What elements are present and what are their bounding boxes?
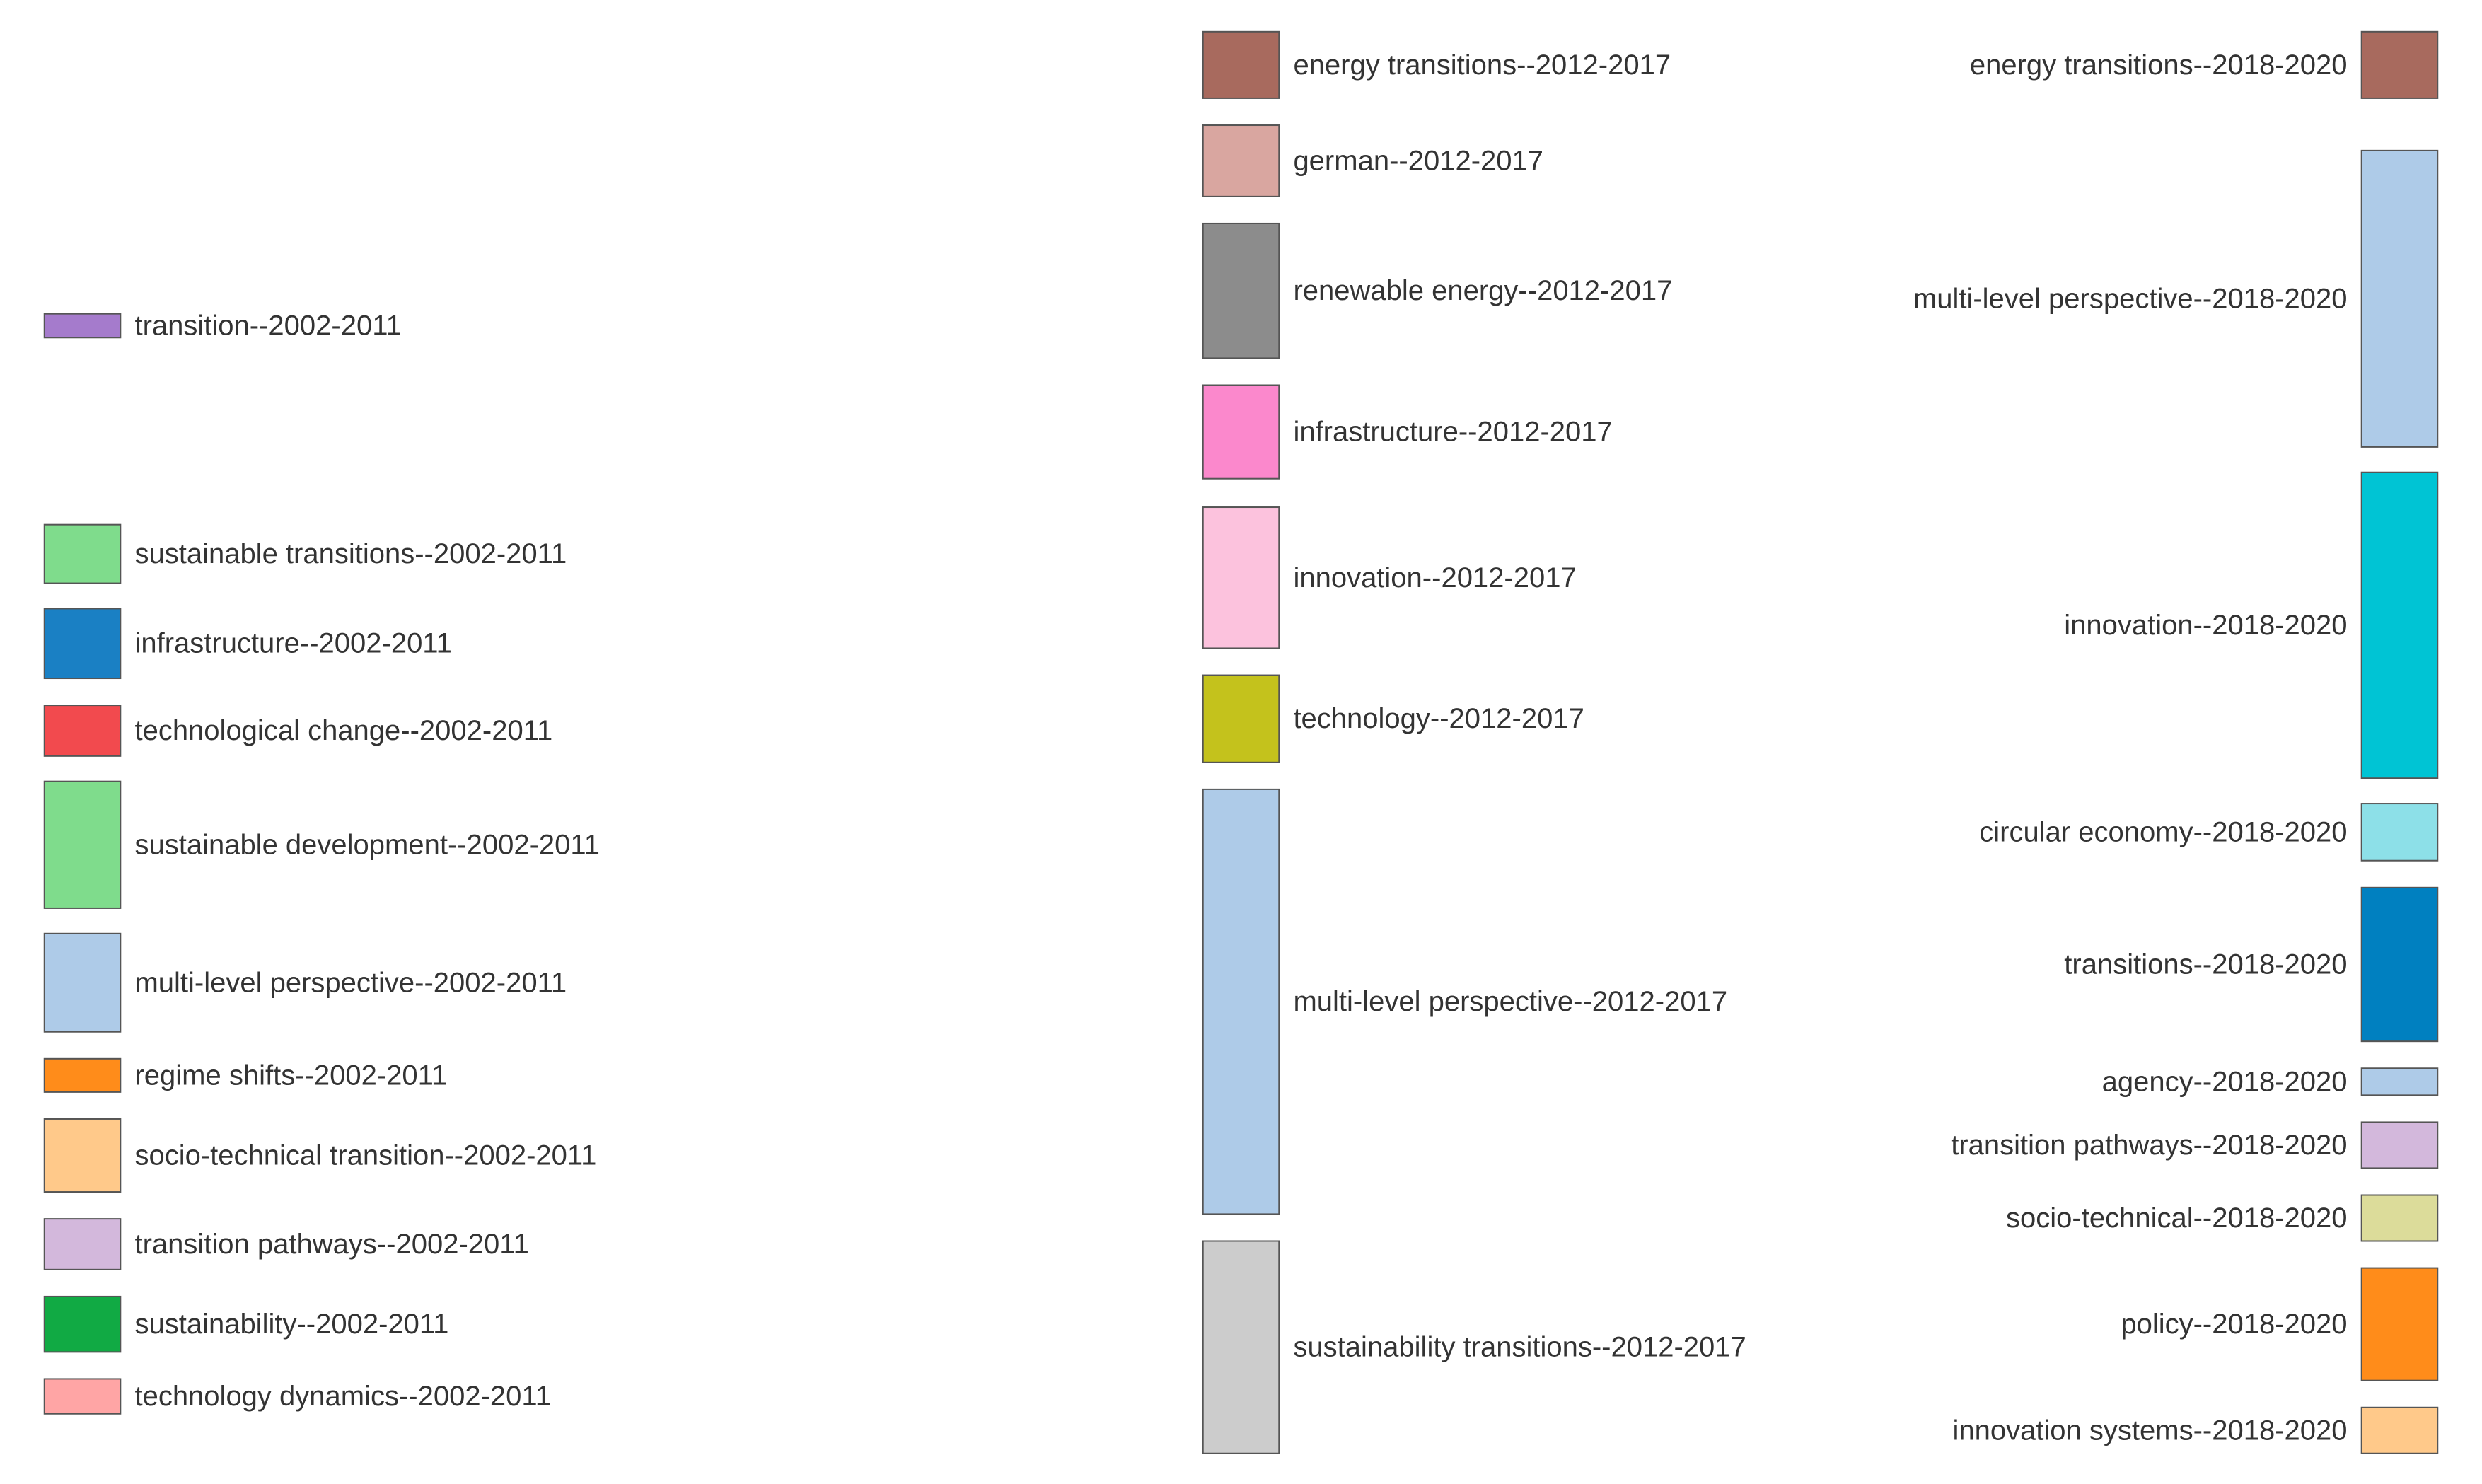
node-transition-2002 bbox=[43, 313, 122, 339]
node-sustainable-transitions-2002 bbox=[43, 523, 122, 584]
label-energy-transitions-2012: energy transitions--2012-2017 bbox=[1293, 50, 1671, 81]
link-sustainable-transitions-2002-to-renewable-energy-2012 bbox=[120, 249, 1202, 552]
node-innovation-systems-2018 bbox=[2360, 1406, 2439, 1454]
node-regime-shifts-2002 bbox=[43, 1057, 122, 1093]
label-regime-shifts-2002: regime shifts--2002-2011 bbox=[134, 1060, 447, 1091]
node-policy-2018 bbox=[2360, 1267, 2439, 1381]
link-innovation-2012-to-mlp-2018 bbox=[1279, 301, 2361, 528]
label-socio-technical-transition-2002: socio-technical transition--2002-2011 bbox=[134, 1140, 596, 1171]
label-energy-transitions-2018: energy transitions--2018-2020 bbox=[1970, 50, 2348, 81]
label-mlp-2002: multi-level perspective--2002-2011 bbox=[134, 967, 567, 998]
label-agency-2018: agency--2018-2020 bbox=[2102, 1066, 2348, 1097]
label-sustainability-2002: sustainability--2002-2011 bbox=[134, 1309, 448, 1340]
node-infrastructure-2002 bbox=[43, 608, 122, 680]
link-mlp-2002-to-mlp-2012 bbox=[120, 900, 1202, 1032]
node-mlp-2012 bbox=[1202, 788, 1280, 1215]
label-transition-pathways-2018: transition pathways--2018-2020 bbox=[1951, 1130, 2347, 1161]
node-transition-pathways-2002 bbox=[43, 1218, 122, 1270]
node-renewable-energy-2012 bbox=[1202, 222, 1280, 359]
node-mlp-2018 bbox=[2360, 149, 2439, 448]
node-sustainability-2002 bbox=[43, 1295, 122, 1353]
labels-layer: transition--2002-2011 sustainable transit… bbox=[134, 50, 2347, 1446]
node-mlp-2002 bbox=[43, 932, 122, 1033]
node-technology-dynamics-2002 bbox=[43, 1378, 122, 1415]
node-technology-2012 bbox=[1202, 674, 1280, 763]
label-mlp-2018: multi-level perspective--2018-2020 bbox=[1913, 283, 2348, 314]
link-mlp-2012-to-innovation-2018 bbox=[1279, 721, 2361, 885]
link-sustainable-transitions-2002-to-mlp-2012 bbox=[120, 552, 1202, 815]
nodes-layer bbox=[43, 30, 2439, 1454]
label-mlp-2012: multi-level perspective--2012-2017 bbox=[1293, 986, 1727, 1017]
label-transition-pathways-2002: transition pathways--2002-2011 bbox=[134, 1229, 528, 1260]
label-technology-2012: technology--2012-2017 bbox=[1293, 703, 1584, 734]
node-german-2012 bbox=[1202, 124, 1280, 197]
label-infrastructure-2012: infrastructure--2012-2017 bbox=[1293, 417, 1612, 448]
link-technology-dynamics-2002-to-mlp-2012 bbox=[120, 1179, 1202, 1414]
node-socio-technical-2018 bbox=[2360, 1194, 2439, 1242]
link-infrastructure-2002-to-mlp-2012 bbox=[120, 656, 1202, 837]
node-innovation-2012 bbox=[1202, 506, 1280, 649]
label-circular-economy-2018: circular economy--2018-2020 bbox=[1979, 816, 2347, 847]
label-socio-technical-2018: socio-technical--2018-2020 bbox=[2006, 1202, 2348, 1234]
link-sustainability-transitions-2012-to-socio-technical-2018 bbox=[1279, 1220, 2361, 1309]
node-transition-pathways-2018 bbox=[2360, 1121, 2439, 1169]
link-sustainable-development-2002-to-technology-2012 bbox=[120, 676, 1202, 825]
node-technological-change-2002 bbox=[43, 705, 122, 757]
label-technology-dynamics-2002: technology dynamics--2002-2011 bbox=[134, 1381, 551, 1412]
node-energy-transitions-2012 bbox=[1202, 30, 1280, 99]
node-transitions-2018 bbox=[2360, 886, 2439, 1043]
label-sustainable-development-2002: sustainable development--2002-2011 bbox=[134, 829, 599, 860]
label-sustainability-transitions-2012: sustainability transitions--2012-2017 bbox=[1293, 1332, 1746, 1363]
node-innovation-2018 bbox=[2360, 471, 2439, 779]
label-renewable-energy-2012: renewable energy--2012-2017 bbox=[1293, 275, 1672, 306]
link-innovation-2012-to-transitions-2018 bbox=[1279, 626, 2361, 944]
node-agency-2018 bbox=[2360, 1067, 2439, 1096]
node-socio-technical-transition-2002 bbox=[43, 1118, 122, 1193]
link-infrastructure-2012-to-innovation-2018 bbox=[1279, 386, 2361, 589]
node-energy-transitions-2018 bbox=[2360, 30, 2439, 99]
label-sustainable-transitions-2002: sustainable transitions--2002-2011 bbox=[134, 538, 567, 569]
link-technological-change-2002-to-renewable-energy-2012 bbox=[120, 279, 1202, 729]
label-transitions-2018: transitions--2018-2020 bbox=[2064, 949, 2347, 980]
label-infrastructure-2002: infrastructure--2002-2011 bbox=[134, 628, 451, 659]
node-sustainability-transitions-2012 bbox=[1202, 1240, 1280, 1454]
node-circular-economy-2018 bbox=[2360, 803, 2439, 862]
label-policy-2018: policy--2018-2020 bbox=[2121, 1309, 2347, 1340]
label-transition-2002: transition--2002-2011 bbox=[134, 310, 401, 341]
label-innovation-2018: innovation--2018-2020 bbox=[2064, 610, 2347, 641]
link-infrastructure-2002-to-infrastructure-2012 bbox=[120, 386, 1202, 641]
label-german-2012: german--2012-2017 bbox=[1293, 145, 1543, 176]
node-sustainable-development-2002 bbox=[43, 780, 122, 909]
node-infrastructure-2012 bbox=[1202, 384, 1280, 480]
label-innovation-2012: innovation--2012-2017 bbox=[1293, 562, 1576, 593]
label-technological-change-2002: technological change--2002-2011 bbox=[134, 715, 552, 746]
label-innovation-systems-2018: innovation systems--2018-2020 bbox=[1952, 1415, 2347, 1446]
